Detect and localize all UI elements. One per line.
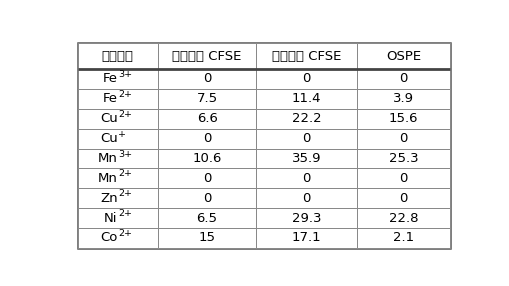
Text: 0: 0 bbox=[203, 132, 211, 145]
Bar bbox=[256, 228, 356, 248]
Text: 四面体场 CFSE: 四面体场 CFSE bbox=[172, 49, 241, 63]
Bar bbox=[356, 129, 449, 148]
Text: Fe: Fe bbox=[102, 72, 118, 86]
Bar bbox=[356, 208, 449, 228]
Bar bbox=[77, 89, 157, 109]
Bar bbox=[157, 109, 256, 129]
Text: 3+: 3+ bbox=[118, 70, 132, 79]
Text: 25.3: 25.3 bbox=[388, 152, 418, 165]
Bar bbox=[356, 69, 449, 89]
Text: Fe: Fe bbox=[102, 92, 118, 105]
Bar bbox=[157, 129, 256, 148]
Text: 0: 0 bbox=[399, 132, 407, 145]
Bar bbox=[256, 208, 356, 228]
Text: 7.5: 7.5 bbox=[196, 92, 217, 105]
Text: 八面体场 CFSE: 八面体场 CFSE bbox=[272, 49, 341, 63]
Bar bbox=[256, 148, 356, 168]
Text: Mn: Mn bbox=[98, 172, 118, 185]
Text: 2+: 2+ bbox=[118, 90, 132, 99]
Bar bbox=[157, 228, 256, 248]
Bar bbox=[157, 69, 256, 89]
Text: 2+: 2+ bbox=[118, 209, 132, 218]
Bar bbox=[157, 89, 256, 109]
Text: Zn: Zn bbox=[100, 192, 118, 205]
Text: 0: 0 bbox=[203, 192, 211, 205]
Text: 6.5: 6.5 bbox=[196, 212, 217, 225]
Text: 离子种类: 离子种类 bbox=[101, 49, 133, 63]
Text: Cu: Cu bbox=[100, 132, 118, 145]
Text: Ni: Ni bbox=[104, 212, 118, 225]
Text: 11.4: 11.4 bbox=[292, 92, 321, 105]
Bar bbox=[256, 69, 356, 89]
Text: 35.9: 35.9 bbox=[292, 152, 321, 165]
Text: 2+: 2+ bbox=[118, 189, 132, 198]
Text: 22.8: 22.8 bbox=[388, 212, 418, 225]
Text: 0: 0 bbox=[302, 72, 310, 86]
Text: 2+: 2+ bbox=[118, 110, 132, 119]
Text: 0: 0 bbox=[203, 72, 211, 86]
Text: 6.6: 6.6 bbox=[196, 112, 217, 125]
Text: 2.1: 2.1 bbox=[392, 231, 413, 245]
Text: 22.2: 22.2 bbox=[292, 112, 321, 125]
Bar bbox=[77, 208, 157, 228]
Text: 17.1: 17.1 bbox=[292, 231, 321, 245]
Bar bbox=[356, 109, 449, 129]
Bar bbox=[256, 109, 356, 129]
Text: OSPE: OSPE bbox=[385, 49, 420, 63]
Text: 29.3: 29.3 bbox=[292, 212, 321, 225]
Bar bbox=[77, 188, 157, 208]
Bar bbox=[256, 188, 356, 208]
Text: 0: 0 bbox=[399, 192, 407, 205]
Bar bbox=[256, 129, 356, 148]
Bar bbox=[157, 188, 256, 208]
Text: 15.6: 15.6 bbox=[388, 112, 418, 125]
Text: 3+: 3+ bbox=[118, 150, 132, 158]
Text: 0: 0 bbox=[203, 172, 211, 185]
Text: 3.9: 3.9 bbox=[392, 92, 413, 105]
Bar bbox=[157, 168, 256, 188]
Bar bbox=[77, 228, 157, 248]
Text: Co: Co bbox=[100, 231, 118, 245]
Bar bbox=[256, 168, 356, 188]
Text: +: + bbox=[118, 130, 126, 139]
Bar bbox=[356, 228, 449, 248]
Bar bbox=[77, 129, 157, 148]
Bar bbox=[356, 148, 449, 168]
Text: 0: 0 bbox=[302, 132, 310, 145]
Text: 0: 0 bbox=[302, 172, 310, 185]
Bar bbox=[77, 168, 157, 188]
Bar bbox=[157, 208, 256, 228]
Bar bbox=[356, 89, 449, 109]
Text: 0: 0 bbox=[399, 72, 407, 86]
Text: 0: 0 bbox=[399, 172, 407, 185]
Bar bbox=[77, 148, 157, 168]
Text: 10.6: 10.6 bbox=[192, 152, 221, 165]
Text: 0: 0 bbox=[302, 192, 310, 205]
Text: 15: 15 bbox=[198, 231, 215, 245]
Text: 2+: 2+ bbox=[118, 170, 132, 178]
Bar bbox=[157, 148, 256, 168]
Bar bbox=[77, 109, 157, 129]
Bar bbox=[356, 188, 449, 208]
Text: Cu: Cu bbox=[100, 112, 118, 125]
Bar bbox=[356, 168, 449, 188]
Bar bbox=[77, 69, 157, 89]
Text: 2+: 2+ bbox=[118, 229, 132, 238]
Bar bbox=[256, 89, 356, 109]
Text: Mn: Mn bbox=[98, 152, 118, 165]
